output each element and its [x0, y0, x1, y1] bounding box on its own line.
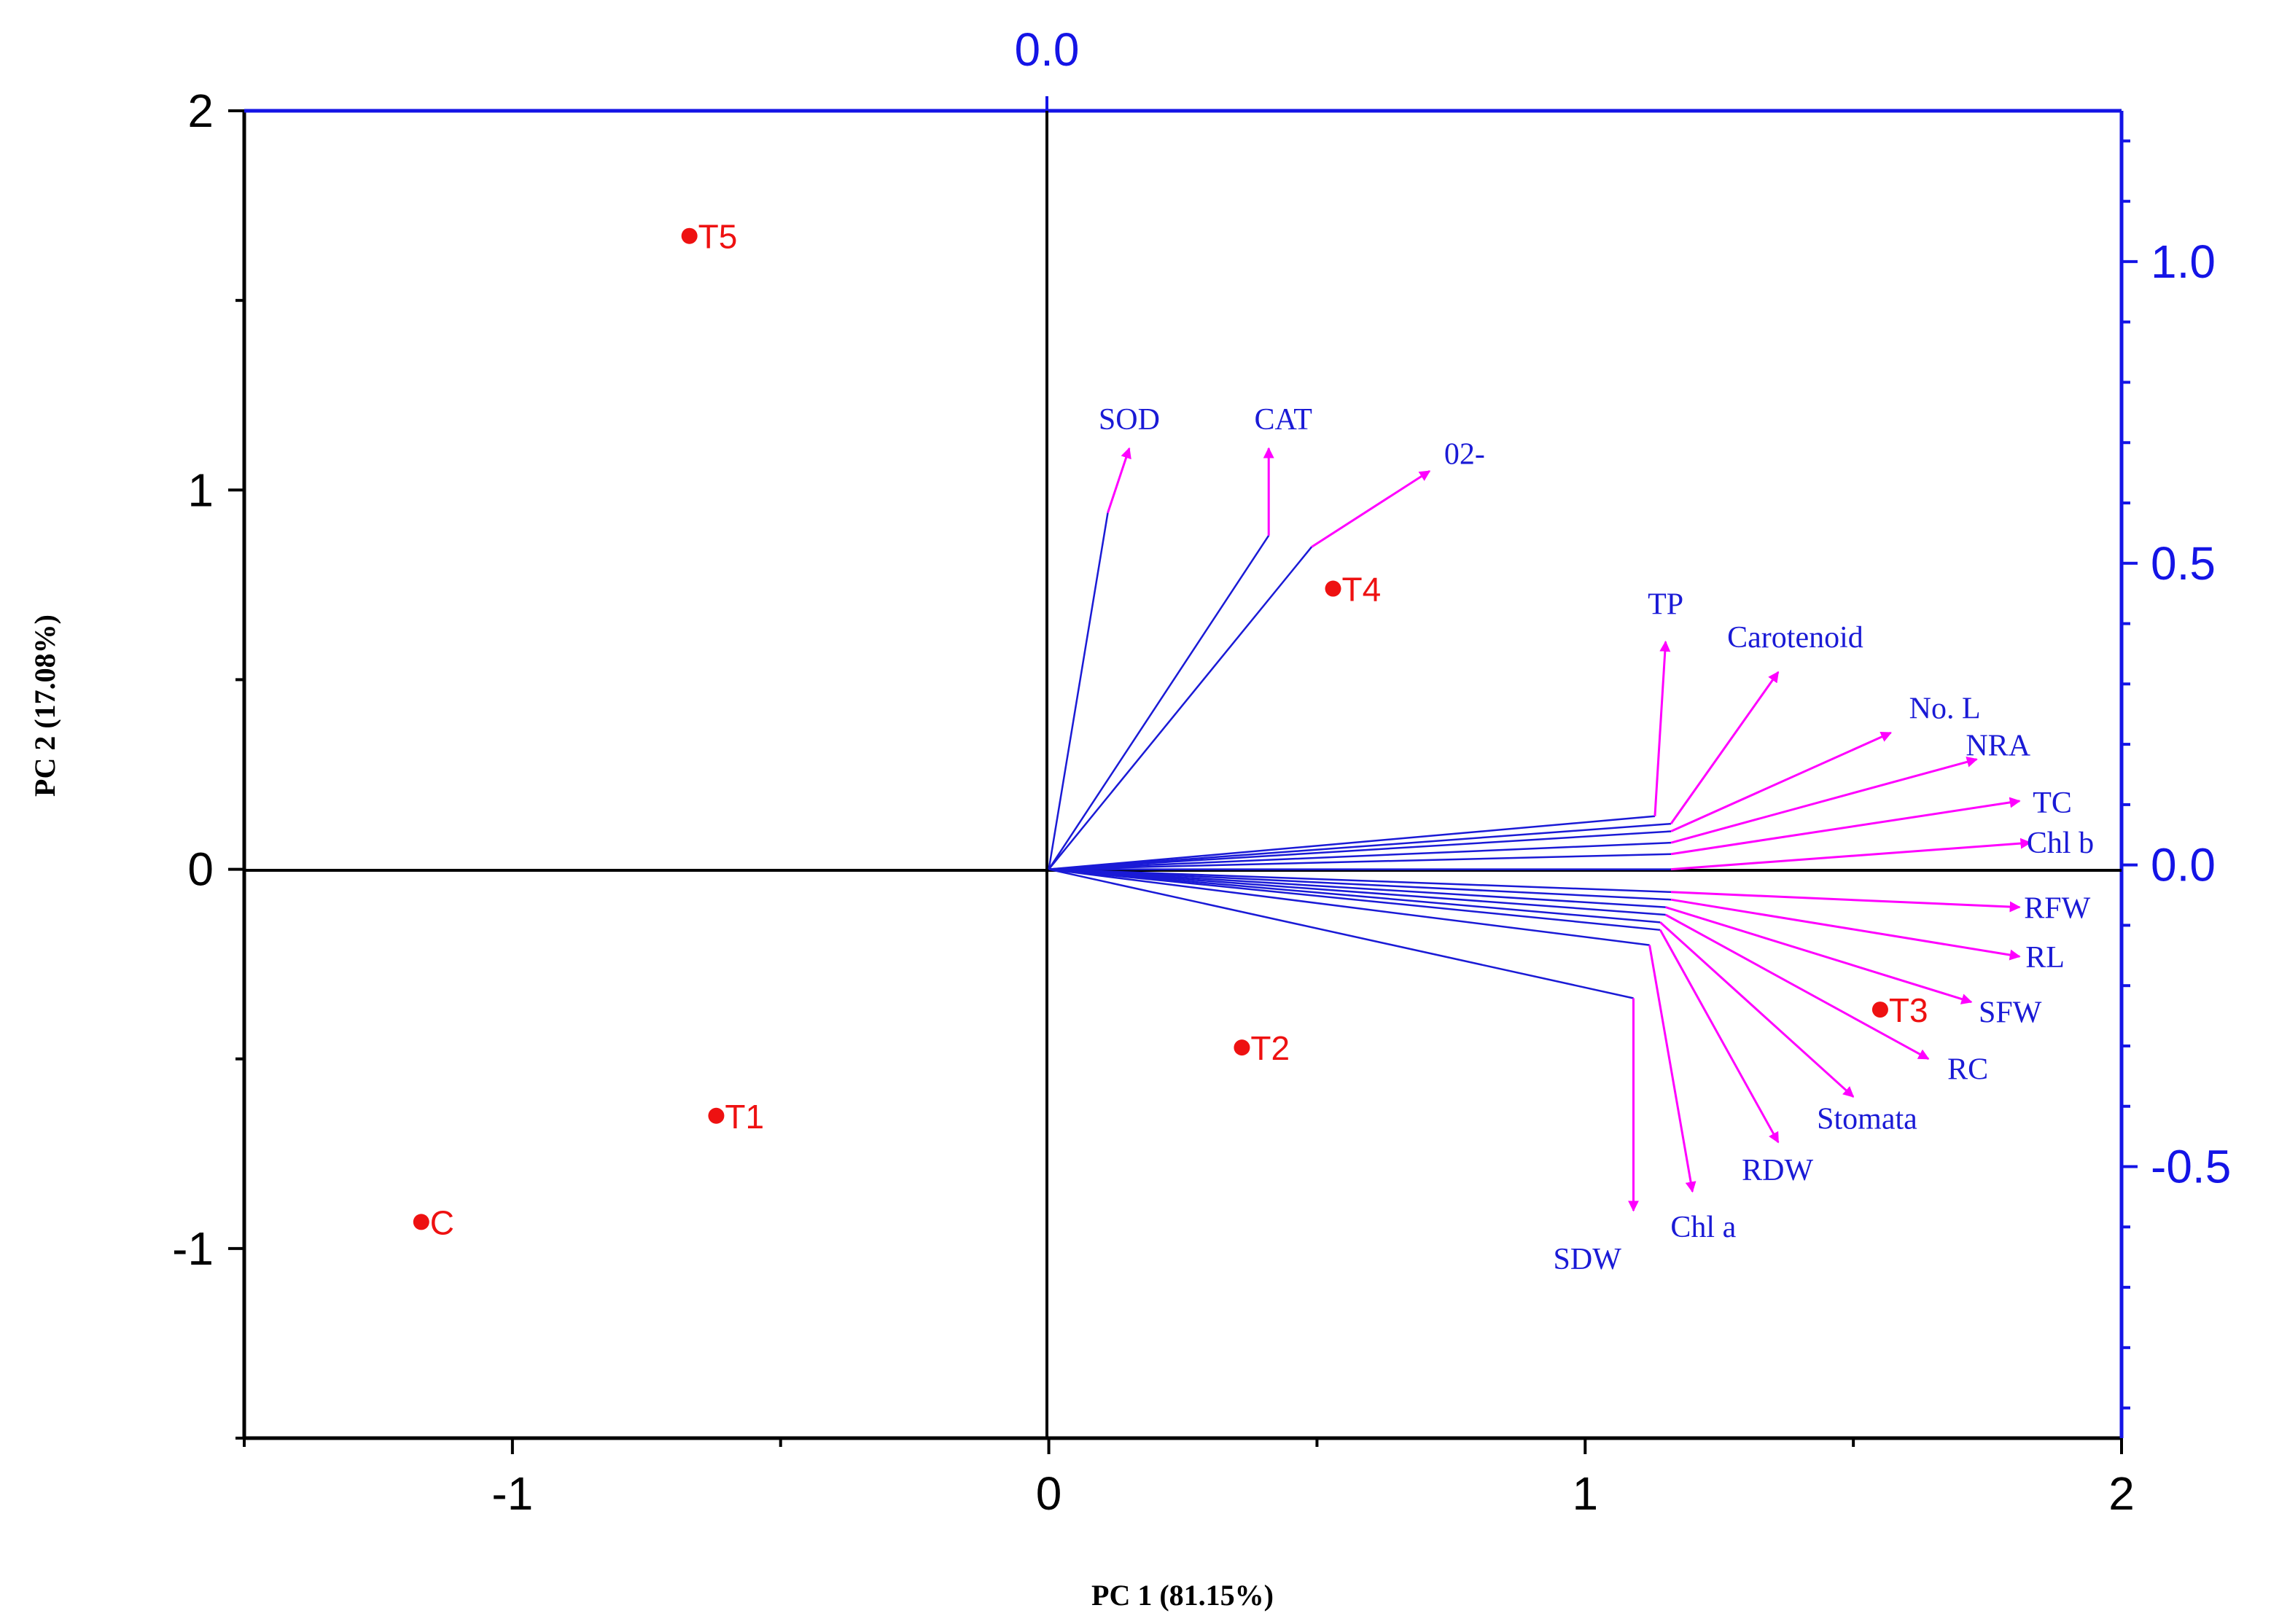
- loading-arrow: [1670, 898, 2021, 961]
- loading-arrow: [1670, 797, 2021, 856]
- loading-line: [1048, 535, 1270, 870]
- x-tick-label: 1: [1572, 1467, 1598, 1520]
- loading-line: [1048, 868, 1666, 916]
- loading-label: RFW: [2024, 892, 2090, 926]
- y2-tick-label: 0.0: [2151, 839, 2216, 891]
- loading-label: NRA: [1966, 730, 2030, 763]
- loading-label: RC: [1947, 1053, 1988, 1087]
- loading-line: [1048, 841, 1672, 870]
- score-point: [1234, 1039, 1250, 1056]
- y-tick-label: 2: [187, 85, 214, 137]
- top-axis-tick-label: 0.0: [1015, 23, 1080, 76]
- score-points: T5 T4 T2 T1 C T3: [413, 218, 1928, 1241]
- loading-arrow: [1653, 640, 1671, 816]
- loading-line: [1048, 853, 1672, 870]
- x-axis-title: PC 1 (81.15%): [1091, 1579, 1274, 1612]
- loading-label: 02-: [1444, 437, 1485, 471]
- loading-label: SDW: [1554, 1243, 1622, 1276]
- loading-label: No. L: [1909, 692, 1981, 725]
- loading-line: [1048, 868, 1661, 932]
- loading-line: [1048, 822, 1672, 870]
- loading-arrow: [1664, 913, 1930, 1061]
- loading-line: [1048, 868, 1666, 908]
- x-tick-label: 2: [2108, 1467, 2135, 1520]
- score-label: T3: [1889, 991, 1928, 1029]
- loading-arrow: [1659, 921, 1855, 1098]
- loading-line: [1048, 868, 1672, 894]
- loading-arrow: [1311, 470, 1431, 548]
- loading-arrow: [1665, 906, 1973, 1004]
- y2-tick-label: 1.0: [2151, 235, 2216, 288]
- loading-line: [1048, 868, 1634, 999]
- loading-label: TC: [2033, 786, 2072, 820]
- loading-label: SFW: [1979, 996, 2042, 1030]
- loading-arrow: [1670, 757, 1978, 844]
- loading-label: Stomata: [1817, 1103, 1917, 1136]
- score-point: [1325, 580, 1341, 597]
- score-label: T4: [1342, 571, 1382, 609]
- loading-arrow: [1648, 945, 1697, 1193]
- secondary-y-axis-ticks: -0.5 0.0 0.5 1.0: [2122, 139, 2231, 1410]
- loading-arrow: [1670, 671, 1780, 825]
- score-label: C: [430, 1203, 454, 1241]
- loading-line: [1048, 546, 1313, 870]
- y-tick-label: 0: [187, 843, 214, 896]
- y-axis-ticks: -1 0 1 2: [172, 85, 244, 1440]
- loading-arrow: [1670, 838, 2032, 871]
- score-point: [1871, 1002, 1888, 1018]
- loading-line: [1048, 868, 1661, 924]
- score-point: [708, 1107, 725, 1124]
- score-label: T5: [698, 218, 738, 256]
- score-label: T2: [1250, 1029, 1290, 1067]
- x-tick-label: -1: [491, 1467, 533, 1520]
- loading-line: [1048, 868, 1650, 946]
- loading-label: TP: [1648, 587, 1683, 621]
- loading-arrow: [1659, 929, 1780, 1144]
- x-axis-ticks: -1 0 1 2: [243, 1438, 2135, 1520]
- loading-label: Carotenoid: [1727, 621, 1863, 655]
- loading-arrow: [1670, 731, 1893, 832]
- loading-line: [1048, 815, 1656, 870]
- loading-line: [1048, 868, 1672, 901]
- loading-arrow: [1670, 891, 2021, 913]
- y-tick-label: 1: [187, 464, 214, 516]
- score-point: [413, 1214, 429, 1230]
- loading-label: CAT: [1255, 403, 1312, 437]
- loading-label: SOD: [1099, 403, 1160, 437]
- loading-line: [1048, 512, 1109, 870]
- y-axis-title: PC 2 (17.08%): [28, 614, 61, 797]
- loading-label: Chl b: [2027, 827, 2094, 860]
- loading-label: RL: [2025, 941, 2065, 975]
- y2-tick-label: -0.5: [2151, 1141, 2231, 1193]
- score-label: T1: [725, 1098, 764, 1136]
- loading-line: [1048, 830, 1672, 870]
- y-tick-label: -1: [172, 1222, 214, 1275]
- x-tick-label: 0: [1036, 1467, 1062, 1520]
- loading-label: RDW: [1742, 1154, 1813, 1187]
- loading-arrow: [1107, 447, 1131, 513]
- score-point: [681, 227, 698, 244]
- loading-label: Chl a: [1670, 1211, 1736, 1244]
- y2-tick-label: 0.5: [2151, 537, 2216, 590]
